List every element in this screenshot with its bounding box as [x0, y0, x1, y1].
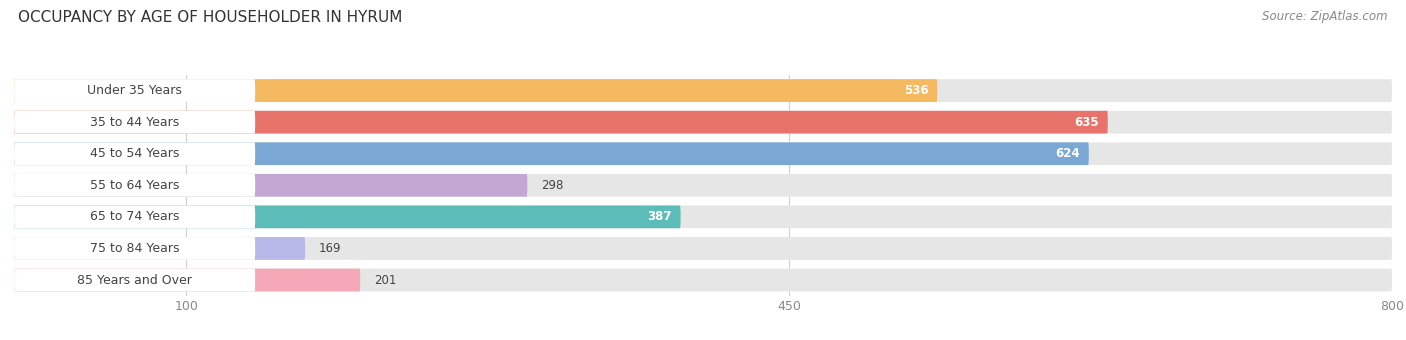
FancyBboxPatch shape	[14, 142, 1088, 165]
Text: 75 to 84 Years: 75 to 84 Years	[90, 242, 180, 255]
Text: Source: ZipAtlas.com: Source: ZipAtlas.com	[1263, 10, 1388, 23]
FancyBboxPatch shape	[14, 205, 256, 228]
FancyBboxPatch shape	[14, 174, 527, 197]
FancyBboxPatch shape	[14, 269, 256, 291]
Text: 624: 624	[1056, 147, 1080, 160]
Text: 298: 298	[541, 179, 564, 192]
FancyBboxPatch shape	[14, 111, 256, 134]
Text: OCCUPANCY BY AGE OF HOUSEHOLDER IN HYRUM: OCCUPANCY BY AGE OF HOUSEHOLDER IN HYRUM	[18, 10, 402, 25]
FancyBboxPatch shape	[14, 174, 1392, 197]
FancyBboxPatch shape	[14, 237, 1392, 260]
FancyBboxPatch shape	[14, 79, 1392, 102]
Text: 635: 635	[1074, 116, 1099, 129]
Text: Under 35 Years: Under 35 Years	[87, 84, 181, 97]
Text: 536: 536	[904, 84, 928, 97]
FancyBboxPatch shape	[14, 79, 938, 102]
FancyBboxPatch shape	[14, 237, 305, 260]
Text: 35 to 44 Years: 35 to 44 Years	[90, 116, 179, 129]
FancyBboxPatch shape	[14, 79, 256, 102]
Text: 201: 201	[374, 273, 396, 287]
FancyBboxPatch shape	[14, 111, 1108, 134]
Text: 387: 387	[648, 210, 672, 223]
FancyBboxPatch shape	[14, 269, 1392, 291]
Text: 65 to 74 Years: 65 to 74 Years	[90, 210, 180, 223]
Text: 85 Years and Over: 85 Years and Over	[77, 273, 193, 287]
FancyBboxPatch shape	[14, 269, 360, 291]
Text: 45 to 54 Years: 45 to 54 Years	[90, 147, 180, 160]
Text: 55 to 64 Years: 55 to 64 Years	[90, 179, 180, 192]
Text: 169: 169	[319, 242, 342, 255]
FancyBboxPatch shape	[14, 111, 1392, 134]
FancyBboxPatch shape	[14, 205, 681, 228]
FancyBboxPatch shape	[14, 205, 1392, 228]
FancyBboxPatch shape	[14, 142, 256, 165]
FancyBboxPatch shape	[14, 174, 256, 197]
FancyBboxPatch shape	[14, 237, 256, 260]
FancyBboxPatch shape	[14, 142, 1392, 165]
